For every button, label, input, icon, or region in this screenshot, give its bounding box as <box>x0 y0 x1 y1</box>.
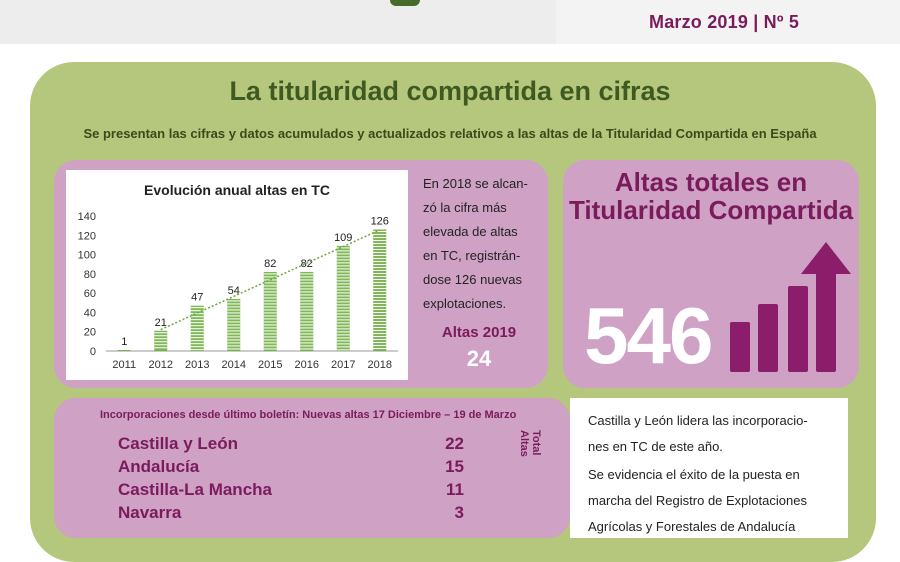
y-tick-label: 140 <box>78 211 96 223</box>
data-label: 1 <box>121 336 127 348</box>
trend-line <box>160 229 381 331</box>
side-line: nes en TC de este año. <box>588 439 723 454</box>
data-label: 82 <box>264 258 276 270</box>
data-label: 21 <box>155 317 167 329</box>
note-line: elevada de altas <box>423 224 518 239</box>
totals-title: Altas totales en Titularidad Compartida <box>563 168 859 224</box>
region-value: 11 <box>446 480 464 499</box>
region-name: Navarra <box>118 503 182 522</box>
region-value: 3 <box>454 503 464 522</box>
note-line: zó la cifra más <box>423 200 507 215</box>
data-label: 54 <box>228 285 240 297</box>
y-tick-label: 60 <box>84 288 96 300</box>
side-line: Agrícolas y Forestales de Andalucía <box>588 519 796 534</box>
totals-title-line1: Altas totales en <box>614 167 808 197</box>
incorporations-box <box>54 398 570 538</box>
annual-chart: Evolución anual altas en TC 0 20 40 60 80 100… <box>66 170 408 380</box>
note-line: dose 126 nuevas <box>423 272 523 287</box>
side-line: Se evidencia el éxito de la puesta en <box>588 467 800 482</box>
y-tick-label: 100 <box>78 250 96 262</box>
region-value: 22 <box>445 434 464 453</box>
x-tick-label: 2017 <box>331 359 355 371</box>
chart-note: En 2018 se alcan- zó la cifra más elevad… <box>423 172 541 316</box>
side-text-box <box>570 398 848 538</box>
total-altas-label: Total Altas <box>518 430 542 457</box>
region-name: Andalucía <box>118 457 200 476</box>
issue-label: Marzo 2019 | Nº 5 <box>649 12 800 32</box>
y-tick-label: 80 <box>84 269 96 281</box>
masthead-glyph <box>390 0 420 6</box>
side-paragraph-1: Castilla y León lidera las incorporacio-… <box>588 408 838 460</box>
vertical-label-total: Total <box>530 430 542 456</box>
side-line: marcha del Registro de Explotaciones <box>588 493 807 508</box>
vertical-label-altas: Altas <box>518 430 530 457</box>
y-tick-label: 0 <box>90 346 96 358</box>
x-tick-label: 2018 <box>368 359 392 371</box>
side-paragraph-2: Se evidencia el éxito de la puesta en ma… <box>588 462 838 540</box>
x-tick-label: 2016 <box>295 359 319 371</box>
bar <box>263 271 277 351</box>
x-tick-label: 2012 <box>149 359 173 371</box>
totals-title-line2: Titularidad Compartida <box>568 195 854 225</box>
incorporations-heading: Incorporaciones desde último boletín: Nu… <box>100 409 517 421</box>
note-line: explotaciones. <box>423 296 507 311</box>
data-label: 109 <box>334 232 352 244</box>
altas-2019-label: Altas 2019 <box>441 324 517 341</box>
bar <box>373 229 387 351</box>
x-tick-label: 2013 <box>185 359 209 371</box>
growth-bars-icon <box>730 242 851 372</box>
chart-svg: 0 20 40 60 80 100 120 140 1 2011 21 2012 47 2013 54 201… <box>78 211 398 371</box>
data-label: 47 <box>191 292 203 304</box>
y-tick-label: 120 <box>78 230 96 242</box>
data-label: 126 <box>371 216 389 228</box>
region-value: 15 <box>445 457 464 476</box>
region-name: Castilla y León <box>118 434 238 453</box>
chart-title: Evolución anual altas en TC <box>144 182 330 198</box>
note-line: En 2018 se alcan- <box>423 176 528 191</box>
side-line: Castilla y León lidera las incorporacio- <box>588 413 808 428</box>
bar <box>300 271 314 351</box>
altas-2019-value: 24 <box>466 346 492 371</box>
x-tick-label: 2011 <box>112 359 136 371</box>
totals-value: 546 <box>584 291 713 380</box>
region-name: Castilla-La Mancha <box>118 480 272 499</box>
masthead-right <box>556 0 900 44</box>
x-tick-label: 2014 <box>222 359 246 371</box>
y-tick-label: 40 <box>84 307 96 319</box>
page-subtitle: Se presentan las cifras y datos acumulad… <box>83 126 817 141</box>
note-line: en TC, registrán- <box>423 248 521 263</box>
y-tick-label: 20 <box>84 327 96 339</box>
x-tick-label: 2015 <box>258 359 282 371</box>
bar <box>117 350 131 351</box>
page-title: La titularidad compartida en cifras <box>229 76 671 106</box>
